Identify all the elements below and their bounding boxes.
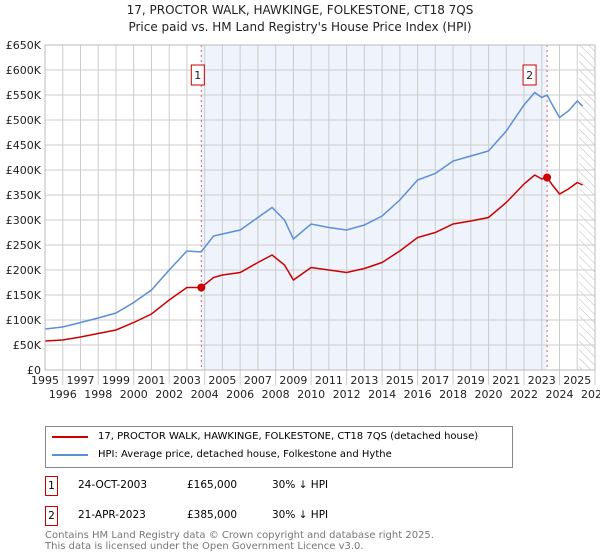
y-tick-label: £200K — [6, 264, 42, 277]
copyright-text: Contains HM Land Registry data © Crown c… — [45, 530, 434, 541]
x-tick-label: 2005 — [208, 374, 236, 387]
transaction-row: 1 24-OCT-2003 £165,000 30% ↓ HPI — [45, 476, 445, 496]
x-tick-label: 2006 — [226, 388, 254, 401]
price-paid-line — [44, 174, 583, 342]
x-tick-label: 2022 — [510, 388, 538, 401]
ownership-period-shade — [201, 45, 548, 370]
x-tick-label: 1997 — [66, 374, 94, 387]
transaction-hpi-diff: 30% ↓ HPI — [272, 479, 329, 491]
footer: Contains HM Land Registry data © Crown c… — [45, 530, 434, 552]
x-tick-label: 2002 — [155, 388, 183, 401]
x-tick-label: 2023 — [528, 374, 556, 387]
legend-item-hpi: HPI: Average price, detached house, Folk… — [52, 449, 392, 460]
sale-point — [543, 173, 552, 182]
x-tick-label: 2004 — [191, 388, 219, 401]
x-tick-label: 2001 — [137, 374, 165, 387]
x-tick-label: 2008 — [262, 388, 290, 401]
x-tick-label: 1998 — [84, 388, 112, 401]
y-tick-label: £50K — [13, 339, 42, 352]
x-tick-label: 2014 — [368, 388, 396, 401]
y-tick-label: £150K — [6, 289, 42, 302]
x-tick-label: 2018 — [439, 388, 467, 401]
legend-label: 17, PROCTOR WALK, HAWKINGE, FOLKESTONE, … — [98, 431, 479, 442]
x-tick-label: 1999 — [102, 374, 130, 387]
marker-label: 2 — [526, 69, 533, 82]
x-tick-label: 2025 — [563, 374, 591, 387]
marker-badge: 1 — [45, 476, 58, 496]
x-tick-label: 2003 — [173, 374, 201, 387]
marker-box — [522, 64, 537, 86]
marker-badge: 2 — [45, 506, 58, 526]
marker-box — [190, 64, 205, 86]
marker-label: 1 — [194, 69, 201, 82]
x-tick-label: 2009 — [279, 374, 307, 387]
legend-label: HPI: Average price, detached house, Folk… — [98, 449, 392, 460]
x-tick-label: 2016 — [404, 388, 432, 401]
plot-border — [44, 44, 596, 371]
y-tick-label: £600K — [6, 64, 42, 77]
forecast-hatch — [579, 45, 595, 370]
transaction-date: 24-OCT-2003 — [78, 479, 147, 491]
hpi-line — [44, 91, 584, 330]
price-chart: 1995199619971998199920002001200220032004… — [6, 39, 600, 401]
x-tick-label: 1996 — [49, 388, 77, 401]
y-tick-label: £0 — [27, 364, 41, 377]
y-tick-label: £550K — [6, 89, 42, 102]
y-tick-label: £300K — [6, 214, 42, 227]
transaction-price: £385,000 — [187, 509, 238, 521]
sale-point — [197, 283, 206, 292]
x-tick-label: 2007 — [244, 374, 272, 387]
x-tick-label: 2010 — [297, 388, 325, 401]
x-tick-label: 2013 — [350, 374, 378, 387]
x-tick-label: 2021 — [492, 374, 520, 387]
x-tick-label: 2017 — [421, 374, 449, 387]
x-tick-label: 2019 — [457, 374, 485, 387]
x-tick-label: 2011 — [315, 374, 343, 387]
legend: 17, PROCTOR WALK, HAWKINGE, FOLKESTONE, … — [45, 426, 513, 468]
transaction-date: 21-APR-2023 — [78, 509, 146, 521]
legend-item-property: 17, PROCTOR WALK, HAWKINGE, FOLKESTONE, … — [52, 431, 478, 442]
y-tick-label: £650K — [6, 39, 42, 52]
y-tick-label: £250K — [6, 239, 42, 252]
x-tick-label: 2020 — [475, 388, 503, 401]
x-tick-label: 2000 — [120, 388, 148, 401]
y-tick-label: £450K — [6, 139, 42, 152]
y-tick-label: £400K — [6, 164, 42, 177]
x-tick-label: 1995 — [31, 374, 59, 387]
transaction-hpi-diff: 30% ↓ HPI — [272, 509, 329, 521]
transaction-row: 2 21-APR-2023 £385,000 30% ↓ HPI — [45, 506, 445, 526]
x-tick-label: 2024 — [546, 388, 574, 401]
y-tick-label: £350K — [6, 189, 42, 202]
transaction-price: £165,000 — [187, 479, 238, 491]
y-tick-label: £100K — [6, 314, 42, 327]
chart-subtitle: Price paid vs. HM Land Registry's House … — [128, 20, 472, 34]
y-tick-label: £500K — [6, 114, 42, 127]
x-tick-label: 2026 — [581, 388, 600, 401]
chart-title: 17, PROCTOR WALK, HAWKINGE, FOLKESTONE, … — [126, 3, 474, 17]
licence-text: This data is licensed under the Open Gov… — [45, 541, 364, 552]
x-tick-label: 2015 — [386, 374, 414, 387]
x-tick-label: 2012 — [333, 388, 361, 401]
